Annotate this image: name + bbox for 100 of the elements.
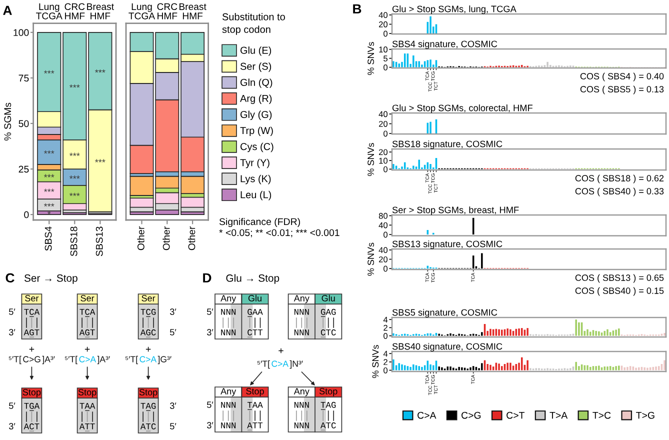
legend-label: Cys (C) <box>240 142 274 152</box>
text: AGC <box>140 329 156 336</box>
text: + <box>84 346 90 352</box>
text: 3′ <box>170 402 176 409</box>
text: Lung TCGA <box>128 3 156 20</box>
text: C>A <box>140 356 157 362</box>
y-axis-title: % SNVs <box>368 42 374 75</box>
text: TCA <box>24 308 40 315</box>
text: TGA <box>24 402 40 409</box>
y-tick-label: 20 <box>378 120 388 127</box>
data-label: *** <box>70 176 80 179</box>
text: CRC HMF <box>64 3 85 20</box>
y-tick-label: 0 <box>384 130 388 137</box>
text: 5′ <box>170 329 176 336</box>
text: C>A <box>79 356 96 362</box>
y-axis-title: % SGMs <box>4 102 12 140</box>
chart-title: Glu > Stop SGMs, lung, TCGA <box>392 5 516 14</box>
chart-title: SBS18 signature, COSMIC <box>392 140 502 149</box>
x-tick-label: SBS13 <box>96 226 103 256</box>
chart-title: Glu > Stop SGMs, colorectal, HMF <box>392 104 532 113</box>
text: ACT <box>24 423 40 430</box>
text: ⁵′T[ <box>64 356 78 364</box>
text: 3′ <box>170 308 176 315</box>
x-tick-label: SBS18 <box>70 226 78 256</box>
y-axis-title: % SNVs <box>368 242 374 276</box>
y-tick-label: 100 <box>14 29 29 36</box>
y-axis-title: % SNVs <box>372 345 379 378</box>
text: 3′ <box>8 329 16 336</box>
text: Stop <box>78 389 96 398</box>
text: ]N³′ <box>290 360 303 369</box>
y-tick-label: 0 <box>384 266 388 272</box>
text: Any <box>220 388 236 396</box>
text: Stop <box>22 389 41 398</box>
text: COS ( SBS18 ) = 0.62 <box>575 174 664 184</box>
legend-label: Gln (Q) <box>240 78 272 88</box>
data-label: *** <box>70 192 80 196</box>
data-label: *** <box>44 188 54 192</box>
text: AGT <box>24 329 40 336</box>
y-tick-label: 20 <box>378 149 388 156</box>
text: TCA <box>80 308 96 315</box>
text: COS ( SBS4 ) = 0.40 <box>580 72 664 82</box>
text: Breast HMF <box>179 3 206 20</box>
text: 5′ <box>9 308 16 315</box>
y-tick-label: 75 <box>18 74 29 82</box>
y-tick-label: 0 <box>384 332 388 339</box>
y-tick-label: 0 <box>384 367 388 374</box>
data-label: *** <box>44 203 54 206</box>
y-tick-label: 50 <box>18 120 29 128</box>
y-tick-label: 10 <box>379 46 388 52</box>
y-tick-label: 5 <box>384 56 388 62</box>
legend-label: C>G <box>462 412 481 419</box>
text: CRC HMF <box>157 3 178 20</box>
text: ⁵′T[ <box>257 360 270 369</box>
text: ATC <box>140 423 156 430</box>
text: COS ( SBS5 ) = 0.13 <box>580 86 664 94</box>
text: 3′ <box>206 422 214 428</box>
text: Glu <box>322 294 335 302</box>
data-label: * <box>48 211 51 214</box>
chart-title: SBS40 signature, COSMIC <box>392 342 502 352</box>
y-tick-label: 2 <box>384 324 388 331</box>
text: 5′ <box>207 402 214 408</box>
text: + <box>278 348 284 354</box>
text: Glu → Stop <box>226 274 280 284</box>
y-tick-label: 4 <box>383 350 388 357</box>
text: B <box>353 4 362 14</box>
y-tick-label: 0 <box>24 211 29 218</box>
data-label: *** <box>70 84 80 88</box>
text: TAA <box>80 403 96 409</box>
data-label: *** <box>95 159 106 162</box>
text: TCG <box>140 308 156 315</box>
y-tick-label: 25 <box>18 166 29 173</box>
text: 5′ <box>207 308 214 315</box>
legend-label: C>A <box>418 412 436 419</box>
chart-title: Ser > Stop SGMs, breast, HMF <box>392 206 519 215</box>
text: ]A³′ <box>42 356 55 364</box>
y-tick-label: 10 <box>379 158 388 164</box>
y-axis-title: % SNVs <box>368 143 374 176</box>
legend-label: Tyr (Y) <box>240 158 270 168</box>
data-label: *** <box>44 174 54 178</box>
y-tick-label: 0 <box>384 30 388 37</box>
y-tick-label: 2 <box>384 359 388 365</box>
text: Any <box>294 388 310 396</box>
text: COS ( SBS40 ) = 0.15 <box>575 287 664 296</box>
text: ⁵′T[ <box>125 356 138 364</box>
legend-label: Ser (S) <box>240 62 272 72</box>
text: Ser <box>25 295 39 302</box>
legend-label: T>A <box>550 412 568 419</box>
text: + <box>146 346 151 352</box>
text: Stop <box>246 388 264 396</box>
x-tick-label: Other <box>162 226 170 250</box>
data-label: *** <box>44 70 54 74</box>
y-tick-label: 40 <box>378 12 388 18</box>
text: C>A <box>272 360 288 367</box>
text: Lung TCGA <box>36 3 62 20</box>
y-tick-label: 40 <box>378 222 388 228</box>
text: ATT <box>79 424 95 430</box>
legend-label: Gly (G) <box>240 110 272 120</box>
y-tick-label: 0 <box>384 64 388 70</box>
data-label: *** <box>95 69 106 73</box>
text: Stop <box>319 388 338 396</box>
